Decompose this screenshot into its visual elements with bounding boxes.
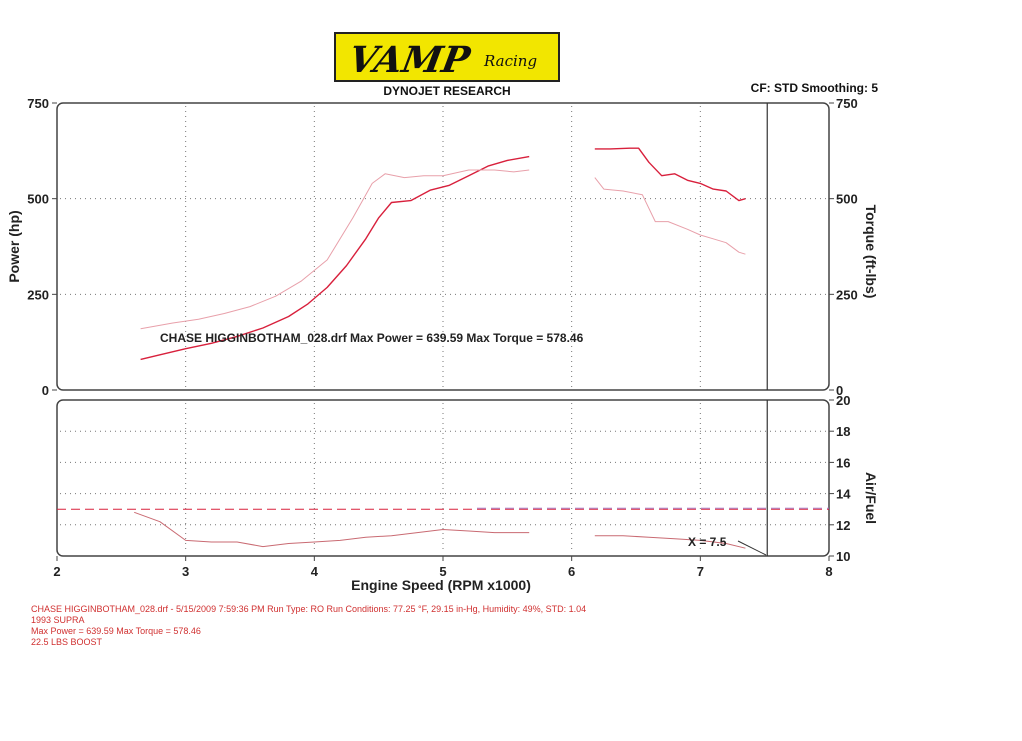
x-tick-label: 2 [53, 564, 60, 579]
y-tick-label-right: 14 [836, 487, 851, 502]
x-tick-label: 5 [439, 564, 446, 579]
y-tick-label-right: 0 [836, 383, 843, 398]
cursor-readout: X = 7.5 [688, 535, 727, 549]
x-tick-label: 4 [311, 564, 319, 579]
cursor-readout-leader [737, 540, 767, 556]
y-tick-label-right: 500 [836, 192, 858, 207]
max-values-line: Max Power = 639.59 Max Torque = 578.46 [31, 626, 201, 636]
afr-curve [594, 535, 746, 549]
plot-frame [56, 102, 830, 391]
y-tick-label-left: 500 [27, 192, 49, 207]
y-tick-label-right: 16 [836, 455, 850, 470]
afr-curve [134, 511, 530, 548]
run-info-line: CHASE HIGGINBOTHAM_028.drf - 5/15/2009 7… [31, 604, 587, 614]
power-curve [140, 155, 530, 361]
y-tick-label-left: 750 [27, 96, 49, 111]
y-axis-label-torque: Torque (ft-lbs) [863, 205, 879, 299]
x-axis-label: Engine Speed (RPM x1000) [351, 577, 531, 593]
y-tick-label-right: 250 [836, 287, 858, 302]
y-tick-label-right: 12 [836, 518, 850, 533]
y-axis-label-power: Power (hp) [6, 210, 22, 282]
dynojet-subtitle: DYNOJET RESEARCH [383, 84, 511, 98]
logo-sub-text: Racing [483, 52, 537, 70]
torque-curve [140, 169, 530, 330]
x-tick-label: 6 [568, 564, 575, 579]
y-tick-label-right: 10 [836, 549, 850, 564]
max-values-annotation: CHASE HIGGINBOTHAM_028.drf Max Power = 6… [160, 331, 584, 345]
torque-curve [594, 177, 746, 255]
y-tick-label-right: 20 [836, 393, 850, 408]
boost-line: 22.5 LBS BOOST [31, 637, 103, 647]
power-curve [594, 147, 746, 202]
y-tick-label-right: 750 [836, 96, 858, 111]
y-tick-label-left: 250 [27, 287, 49, 302]
y-axis-label-afr: Air/Fuel [863, 472, 879, 524]
settings-readout: CF: STD Smoothing: 5 [750, 81, 878, 95]
y-tick-label-right: 18 [836, 424, 850, 439]
vamp-racing-logo: VAMP Racing [334, 32, 560, 82]
x-tick-label: 7 [697, 564, 704, 579]
logo-main-text: VAMP [346, 38, 475, 80]
vehicle-line: 1993 SUPRA [31, 615, 85, 625]
x-tick-label: 8 [825, 564, 832, 579]
y-tick-label-left: 0 [42, 383, 49, 398]
run-info-footer: CHASE HIGGINBOTHAM_028.drf - 5/15/2009 7… [31, 604, 586, 648]
x-tick-label: 3 [182, 564, 189, 579]
